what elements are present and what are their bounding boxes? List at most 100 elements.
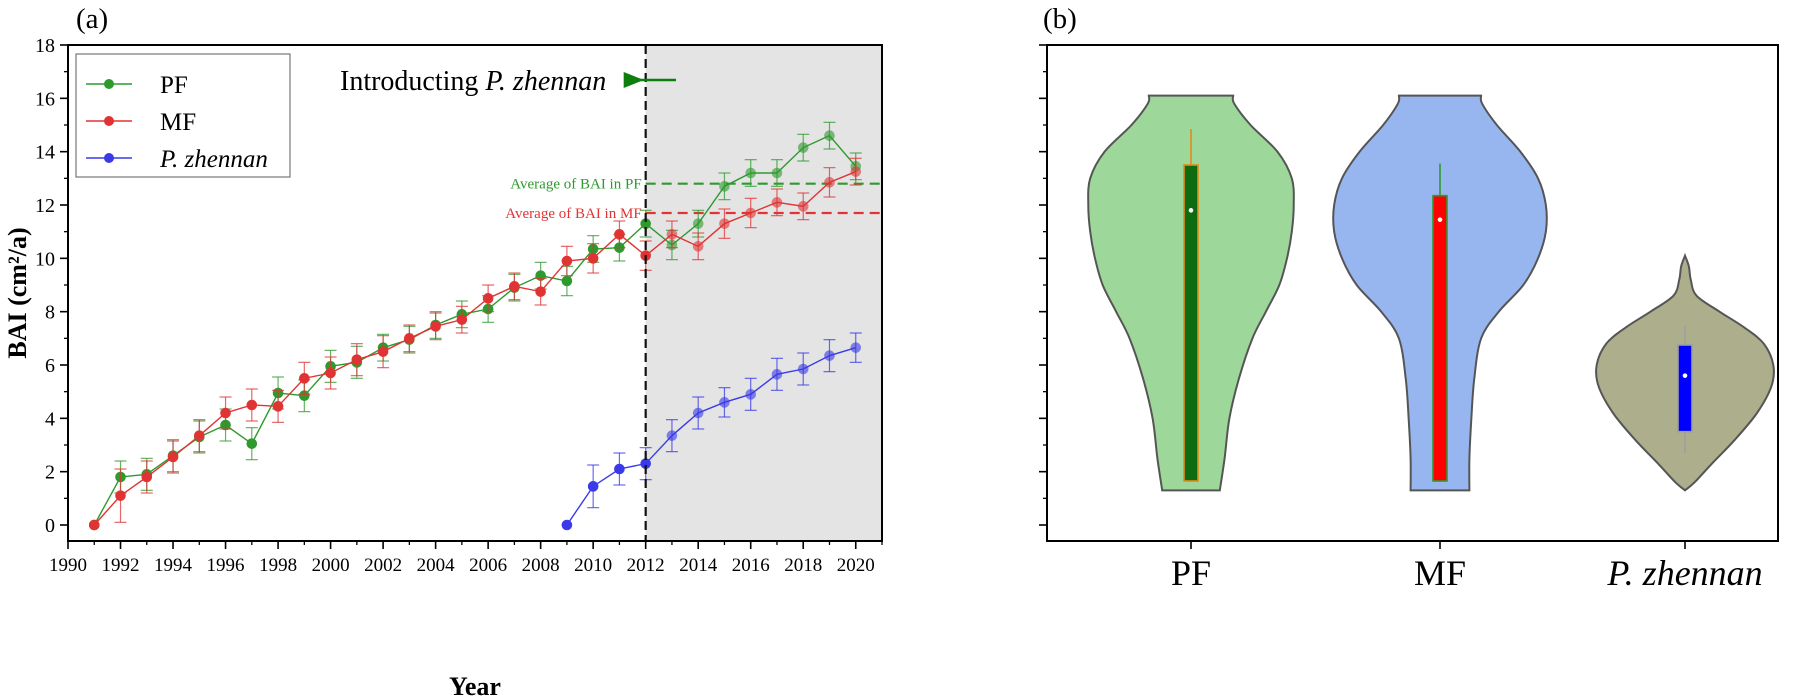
panel-b-label: (b) (1043, 3, 1077, 35)
data-point (824, 130, 835, 141)
data-point (141, 471, 153, 483)
violin-p-zhennan: P. zhennan (1595, 252, 1775, 593)
data-point (246, 438, 258, 449)
violin-box (1432, 194, 1448, 482)
series-mf (88, 157, 862, 531)
introducing-species: P. zhennan (484, 66, 606, 97)
data-point (377, 346, 389, 357)
introduction-arrow-head (623, 72, 644, 88)
data-point (692, 241, 704, 252)
violin-box (1183, 164, 1199, 482)
data-point (325, 367, 336, 379)
x-tick-label: 2000 (312, 555, 350, 576)
data-point (509, 281, 520, 292)
data-point (771, 167, 783, 179)
violin-median (1437, 217, 1443, 222)
introduction-annotation: Introducting P. zhennan (340, 66, 676, 97)
data-point (797, 201, 809, 212)
x-tick-label: 2018 (784, 555, 822, 576)
y-tick-label: 6 (45, 355, 55, 377)
y-tick-label: 12 (35, 195, 55, 217)
violin-layer: PF MF P. zhennan (1087, 94, 1775, 593)
data-point (561, 255, 573, 267)
data-point (88, 519, 100, 531)
violin-box (1677, 344, 1693, 433)
data-point (561, 275, 573, 287)
data-point (561, 519, 573, 531)
y-tick-label: 10 (35, 248, 55, 270)
category-label: PF (1171, 553, 1211, 593)
x-axis-label: Year (449, 672, 501, 699)
data-point (797, 363, 809, 375)
data-point (167, 451, 179, 463)
y-tick-label: 18 (35, 35, 55, 57)
x-tick-label: 2002 (364, 555, 402, 576)
data-point (745, 207, 757, 219)
series-layer (88, 45, 862, 541)
y-axis-label: BAI (cm²/a) (3, 227, 32, 358)
data-point (614, 229, 625, 240)
introducing-prefix: Introducting (340, 66, 485, 97)
data-point (745, 167, 757, 179)
data-point (719, 218, 730, 229)
data-point (666, 229, 678, 240)
data-point (824, 350, 835, 361)
category-label: MF (1414, 553, 1466, 593)
x-tick-label: 2020 (837, 555, 875, 576)
data-point (482, 293, 494, 304)
axis-ticks-b (1039, 44, 1047, 526)
legend-marker (104, 116, 114, 126)
avg-lines: Average of BAI in PF Average of BAI in MF (505, 177, 882, 222)
bai-violin-chart: PF MF P. zhennan (1039, 44, 1779, 593)
plot-frame-a (67, 44, 883, 542)
y-tick-label: 8 (45, 302, 55, 324)
data-point (824, 177, 835, 188)
x-tick-label: 1994 (154, 555, 193, 576)
data-point (719, 181, 730, 192)
data-point (299, 373, 310, 384)
data-point (587, 253, 599, 264)
data-point (272, 401, 284, 412)
legend-label: PF (160, 72, 188, 99)
legend-marker (104, 153, 114, 163)
violin-median (1682, 373, 1688, 378)
data-point (771, 197, 783, 208)
data-point (351, 354, 363, 365)
data-point (850, 342, 862, 353)
data-point (404, 333, 415, 344)
data-point (850, 166, 862, 177)
x-tick-label: 1990 (49, 555, 87, 576)
data-point (115, 490, 126, 501)
x-tick-label: 1998 (259, 555, 297, 576)
category-label: P. zhennan (1606, 553, 1762, 593)
plot-frame-b (1046, 44, 1779, 542)
y-tick-label: 4 (45, 408, 55, 430)
y-tick-label: 2 (45, 462, 55, 484)
data-point (692, 407, 704, 419)
x-tick-label: 2010 (574, 555, 612, 576)
series-p-zhennan (561, 332, 862, 531)
data-point (719, 397, 730, 408)
legend-label: MF (160, 109, 196, 136)
data-point (692, 218, 704, 229)
data-point (745, 389, 757, 400)
data-point (220, 407, 231, 419)
introducing-label: Introducting P. zhennan (340, 66, 606, 97)
avg-pf-label: Average of BAI in PF (510, 177, 641, 193)
legend-marker (104, 79, 114, 89)
x-tick-label: 2016 (732, 555, 770, 576)
data-point (193, 430, 205, 441)
y-tick-label: 0 (45, 515, 55, 537)
y-tick-label: 14 (35, 142, 55, 164)
data-point (430, 321, 441, 332)
x-tick-label: 1992 (102, 555, 140, 576)
x-tick-label: 2014 (679, 555, 718, 576)
data-point (535, 286, 546, 297)
data-point (246, 399, 258, 411)
y-tick-label: 16 (35, 88, 55, 110)
data-point (771, 369, 783, 380)
data-point (614, 463, 625, 475)
data-point (797, 142, 809, 153)
x-tick-label: 2004 (417, 555, 456, 576)
